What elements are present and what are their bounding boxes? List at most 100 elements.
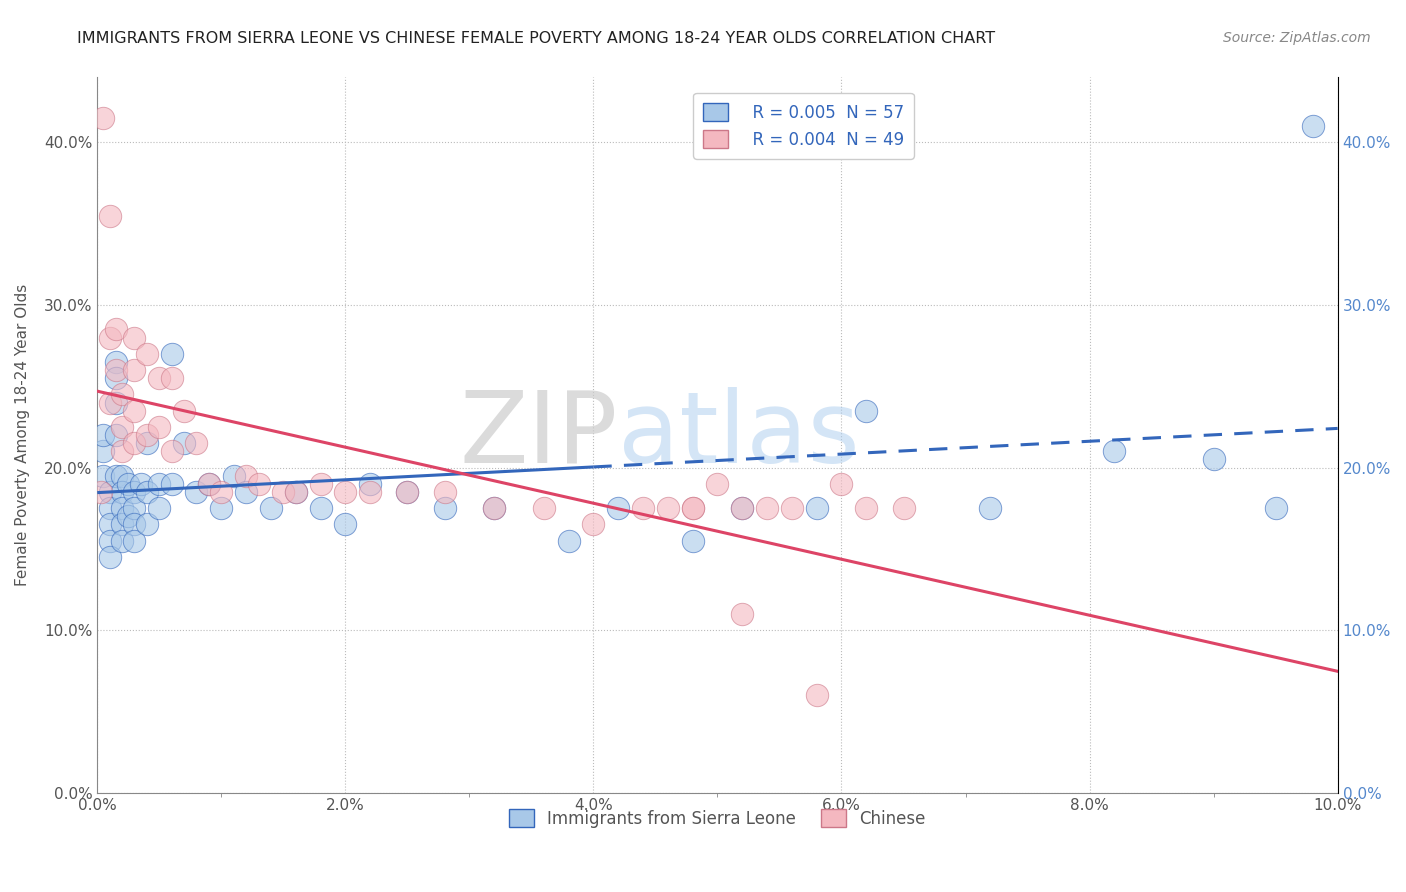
Point	[173, 436, 195, 450]
Point	[186, 436, 208, 450]
Point	[104, 468, 127, 483]
Point	[855, 501, 877, 516]
Point	[284, 485, 307, 500]
Point	[124, 436, 146, 450]
Point	[173, 403, 195, 417]
Text: IMMIGRANTS FROM SIERRA LEONE VS CHINESE FEMALE POVERTY AMONG 18-24 YEAR OLDS COR: IMMIGRANTS FROM SIERRA LEONE VS CHINESE …	[77, 31, 995, 46]
Point	[482, 501, 505, 516]
Point	[98, 501, 121, 516]
Point	[98, 549, 121, 564]
Point	[124, 330, 146, 344]
Text: ZIP: ZIP	[460, 386, 619, 483]
Point	[482, 501, 505, 516]
Point	[198, 476, 221, 491]
Point	[98, 485, 121, 500]
Point	[117, 509, 139, 524]
Point	[1104, 444, 1126, 458]
Point	[93, 111, 115, 125]
Point	[682, 533, 704, 548]
Point	[148, 476, 170, 491]
Point	[533, 501, 555, 516]
Point	[93, 468, 115, 483]
Point	[309, 501, 332, 516]
Point	[135, 517, 157, 532]
Point	[117, 476, 139, 491]
Point	[104, 355, 127, 369]
Y-axis label: Female Poverty Among 18-24 Year Olds: Female Poverty Among 18-24 Year Olds	[15, 284, 30, 586]
Point	[222, 468, 245, 483]
Point	[235, 485, 257, 500]
Point	[160, 347, 183, 361]
Point	[247, 476, 270, 491]
Point	[104, 363, 127, 377]
Point	[260, 501, 283, 516]
Point	[893, 501, 915, 516]
Point	[806, 501, 828, 516]
Point	[209, 485, 232, 500]
Point	[160, 371, 183, 385]
Point	[111, 517, 134, 532]
Point	[433, 501, 456, 516]
Point	[235, 468, 257, 483]
Text: Source: ZipAtlas.com: Source: ZipAtlas.com	[1223, 31, 1371, 45]
Point	[335, 485, 357, 500]
Point	[135, 436, 157, 450]
Point	[160, 476, 183, 491]
Point	[1302, 119, 1324, 133]
Point	[111, 420, 134, 434]
Point	[124, 501, 146, 516]
Point	[309, 476, 332, 491]
Point	[93, 428, 115, 442]
Point	[129, 476, 152, 491]
Point	[90, 485, 112, 500]
Point	[111, 444, 134, 458]
Point	[335, 517, 357, 532]
Point	[1264, 501, 1286, 516]
Point	[557, 533, 579, 548]
Point	[124, 485, 146, 500]
Point	[148, 371, 170, 385]
Legend: Immigrants from Sierra Leone, Chinese: Immigrants from Sierra Leone, Chinese	[502, 803, 932, 834]
Point	[111, 533, 134, 548]
Point	[124, 363, 146, 377]
Point	[198, 476, 221, 491]
Point	[111, 485, 134, 500]
Point	[979, 501, 1001, 516]
Point	[93, 444, 115, 458]
Point	[148, 420, 170, 434]
Point	[396, 485, 419, 500]
Point	[731, 501, 754, 516]
Point	[631, 501, 654, 516]
Point	[271, 485, 294, 500]
Point	[359, 485, 381, 500]
Point	[1202, 452, 1225, 467]
Point	[284, 485, 307, 500]
Point	[124, 517, 146, 532]
Point	[124, 403, 146, 417]
Point	[186, 485, 208, 500]
Point	[359, 476, 381, 491]
Point	[111, 501, 134, 516]
Point	[731, 501, 754, 516]
Point	[706, 476, 728, 491]
Point	[731, 607, 754, 621]
Point	[98, 533, 121, 548]
Point	[104, 371, 127, 385]
Point	[98, 517, 121, 532]
Point	[682, 501, 704, 516]
Point	[433, 485, 456, 500]
Point	[104, 395, 127, 409]
Point	[657, 501, 679, 516]
Point	[135, 428, 157, 442]
Point	[111, 387, 134, 401]
Point	[582, 517, 605, 532]
Point	[148, 501, 170, 516]
Point	[111, 468, 134, 483]
Point	[135, 485, 157, 500]
Point	[160, 444, 183, 458]
Point	[855, 403, 877, 417]
Text: atlas: atlas	[619, 386, 860, 483]
Point	[135, 347, 157, 361]
Point	[98, 330, 121, 344]
Point	[104, 322, 127, 336]
